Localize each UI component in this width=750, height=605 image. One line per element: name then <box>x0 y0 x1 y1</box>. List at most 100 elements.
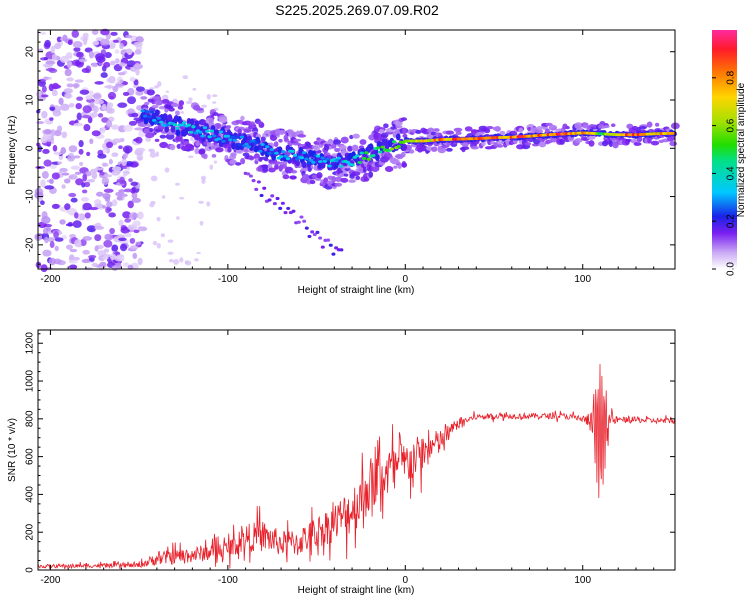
spectrogram-ridge-peak <box>292 153 298 157</box>
spectrogram-noise-blob <box>101 177 110 186</box>
spectrogram-ridge-peak <box>301 151 307 155</box>
spectrogram-noise-blob <box>124 218 132 223</box>
spectrogram-streak <box>328 243 333 247</box>
spectrogram-streak <box>275 196 280 201</box>
spectrogram-ridge-peak <box>216 137 222 141</box>
spectrogram-noise-blob <box>94 234 102 242</box>
spectrogram-ridge-peak <box>225 134 231 138</box>
spectrogram-noise-blob <box>65 223 74 227</box>
spectrogram-ridge-halo <box>168 107 175 112</box>
spectrogram-noise-blob <box>42 249 52 257</box>
spectrogram-ridge-core <box>154 109 160 117</box>
snr-y-tick-label: 400 <box>25 486 36 503</box>
spectrogram-noise-blob <box>78 213 86 221</box>
spectrogram-noise-blob <box>88 50 94 59</box>
spectrogram-ridge-peak <box>364 151 369 155</box>
spectrogram-noise-blob <box>130 181 139 186</box>
spectrogram-noise-blob <box>60 103 70 111</box>
spectrogram-noise-blob <box>126 166 131 171</box>
spectrogram-noise-blob <box>103 239 113 248</box>
spectrogram-noise-blob <box>82 37 88 46</box>
spectrogram-ridge-halo <box>175 135 183 142</box>
spectrogram-ridge-halo <box>313 144 320 152</box>
spectrogram-ridge-halo <box>324 141 333 145</box>
spectrogram-ridge-core <box>402 143 407 151</box>
spectrogram-noise-blob <box>114 58 120 64</box>
spectrogram-noise-blob <box>56 36 63 43</box>
spectrogram-ridge-halo <box>368 171 374 178</box>
spectrogram-streak <box>334 246 339 250</box>
spectrogram-ridge-peak <box>235 135 240 139</box>
spectrogram-noise-blob <box>60 147 67 155</box>
spectrogram-noise-blob <box>119 176 125 185</box>
spectrogram-y-ticks: -20 -10 0 10 20 <box>25 31 675 265</box>
spectrogram-ridge-halo <box>175 110 180 116</box>
spectrogram-ridge-halo <box>208 118 215 123</box>
spectrogram-noise-blob <box>122 153 129 159</box>
spectrogram-x-tick-label: 0 <box>403 274 409 285</box>
spectrogram-ridge-halo <box>279 129 285 135</box>
spectrogram-noise-blob <box>49 178 54 185</box>
spectrogram-ridge-peak <box>315 154 321 158</box>
spectrogram-noise-blob <box>78 58 88 63</box>
spectrogram-noise-blob <box>83 123 91 132</box>
spectrogram-noise-blob <box>78 148 84 155</box>
spectrogram-noise-blob <box>101 103 107 111</box>
spectrogram-noise-blob <box>87 179 96 183</box>
spectrogram-noise-blob <box>91 171 98 180</box>
spectrogram-ridge-halo <box>177 105 184 110</box>
spectrogram-streak <box>302 219 307 223</box>
spectrogram-noise-blob <box>104 174 113 178</box>
spectrogram-ridge-peak <box>283 154 288 158</box>
spectrogram-ridge-halo <box>431 146 438 152</box>
spectrogram-ridge-halo <box>462 141 469 149</box>
spectrogram-noise-blob <box>128 178 133 182</box>
spectrogram-ridge-halo <box>348 179 356 183</box>
spectrogram-noise-blob <box>92 40 100 46</box>
spectrogram-noise-blob <box>190 136 194 142</box>
spectrogram-ridge-peak <box>269 148 275 152</box>
spectrogram-ridge-halo <box>402 127 407 134</box>
spectrogram-noise-blob <box>131 112 139 118</box>
snr-x-tick-label: 100 <box>574 575 591 586</box>
spectrogram-noise-blob <box>64 92 72 99</box>
spectrogram-ridge-halo <box>400 151 406 158</box>
spectrogram-noise-blob <box>124 232 132 238</box>
spectrogram-noise-blob <box>63 178 71 184</box>
spectrogram-noise-blob <box>70 165 81 170</box>
spectrogram-ridge-halo <box>393 165 398 169</box>
snr-x-axis-label: Height of straight line (km) <box>298 585 415 596</box>
spectrogram-noise-blob <box>127 108 135 114</box>
spectrogram-ridge-halo <box>445 130 455 135</box>
spectrogram-ridge-peak <box>357 160 362 164</box>
spectrogram-ridge-halo <box>334 182 343 187</box>
spectrogram-streak <box>248 174 253 178</box>
spectrogram-noise-blob <box>117 102 128 108</box>
spectrogram-noise-blob <box>90 62 99 68</box>
spectrogram-ridge-peak <box>145 110 150 114</box>
spectrogram-noise-blob <box>82 249 90 255</box>
spectrogram-noise-blob <box>73 122 84 127</box>
spectrogram-ridge-peak <box>198 130 203 134</box>
spectrogram-streak <box>251 179 256 183</box>
spectrogram-noise-blob <box>104 51 112 59</box>
spectrogram-ridge-peak <box>140 109 145 113</box>
spectrogram-noise-blob <box>125 34 133 39</box>
spectrogram-x-tick-label: -200 <box>40 274 60 285</box>
spectrogram-streak <box>312 232 317 237</box>
spectrogram-noise-blob <box>127 200 134 209</box>
spectrogram-ridge-peak <box>290 149 295 153</box>
spectrogram-noise-blob <box>118 189 126 193</box>
spectrogram-noise-blob <box>76 96 84 101</box>
spectrogram-ridge-halo <box>602 125 610 129</box>
spectrogram-ridge-core <box>194 120 200 128</box>
spectrogram-ridge-halo <box>551 127 557 131</box>
spectrogram-noise-blob <box>111 166 122 172</box>
spectrogram-ridge-peak <box>152 118 157 122</box>
spectrogram-ridge-halo <box>470 146 480 150</box>
spectrogram-noise-blob <box>65 209 75 214</box>
spectrogram-ridge-halo <box>464 126 473 132</box>
spectrogram-ridge-halo <box>178 100 185 106</box>
spectrogram-x-tick-label: 100 <box>574 274 591 285</box>
spectrogram-ridge-halo <box>481 140 486 147</box>
